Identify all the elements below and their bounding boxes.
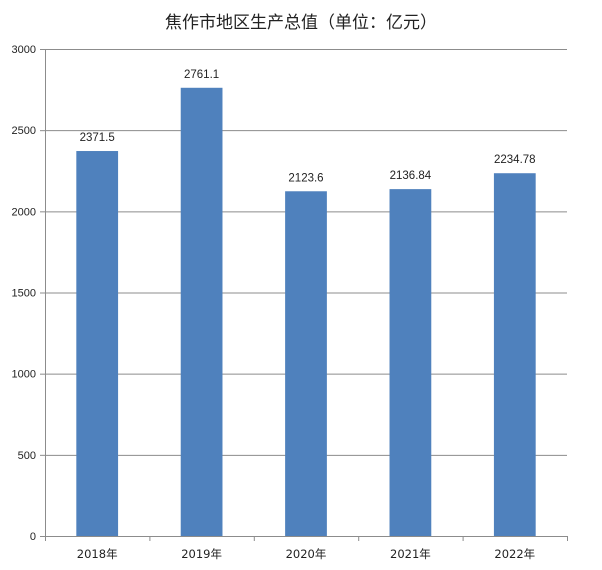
data-label: 2123.6: [288, 172, 323, 184]
bars: [76, 87, 536, 537]
bar-2019年: [180, 87, 223, 536]
bar-2020年: [285, 191, 327, 537]
bar-2018年: [76, 151, 119, 537]
y-tick-label: 1500: [12, 288, 36, 300]
y-tick-label: 2000: [12, 206, 36, 218]
x-tick-label: 2019年: [181, 547, 222, 561]
y-tick-labels: 0 500 1000 1500 2000 2500 3000: [12, 44, 36, 543]
data-label: 2136.84: [390, 170, 432, 182]
data-label: 2371.5: [80, 132, 115, 144]
data-label: 2761.1: [184, 69, 219, 81]
x-tick-label: 2018年: [77, 547, 118, 561]
chart-title: 焦作市地区生产总值（单位：亿元）: [165, 13, 437, 33]
y-tick-label: 1000: [12, 369, 36, 381]
data-label: 2234.78: [494, 154, 536, 166]
axes: [40, 49, 568, 541]
bar-2022年: [493, 173, 536, 537]
data-labels: 2371.5 2761.1 2123.6 2136.84 2234.78: [80, 69, 536, 184]
x-tick-label: 2020年: [286, 547, 327, 561]
x-tick-label: 2021年: [390, 547, 431, 561]
bar-2021年: [389, 189, 432, 537]
y-tick-label: 2500: [12, 125, 36, 137]
y-tick-label: 500: [18, 450, 36, 462]
x-tick-labels: 2018年 2019年 2020年 2021年 2022年: [77, 547, 535, 561]
y-tick-label: 0: [30, 531, 36, 543]
x-tick-label: 2022年: [494, 547, 535, 561]
y-tick-label: 3000: [12, 44, 36, 56]
